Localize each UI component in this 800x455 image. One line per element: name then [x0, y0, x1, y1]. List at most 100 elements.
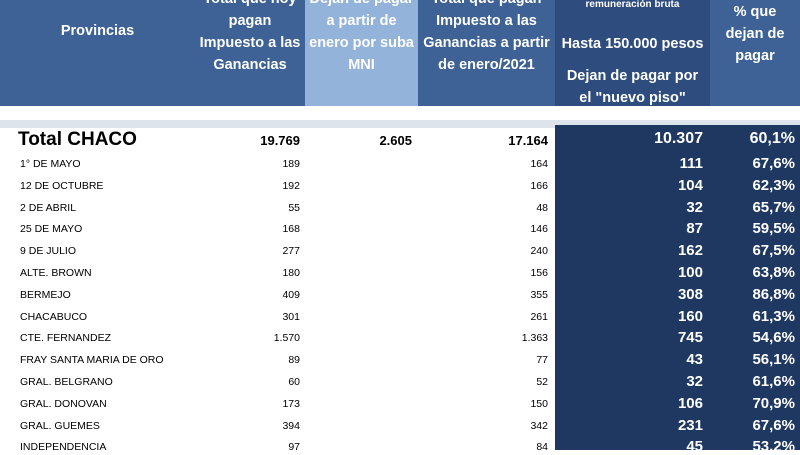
value: 150 — [530, 397, 548, 410]
header-text: a partir de — [326, 13, 397, 29]
percent: 54,6% — [752, 329, 795, 347]
value: 100 — [677, 264, 703, 281]
header-text: MNI — [348, 57, 375, 73]
separator-band — [0, 120, 800, 128]
value: 55 — [288, 201, 300, 214]
header-text: enero por suba — [309, 35, 414, 51]
header-text: pagan — [228, 13, 272, 29]
value: 173 — [282, 397, 300, 410]
province-name: GRAL. GUEMES — [20, 419, 100, 432]
value: 308 — [677, 285, 703, 303]
header-text: Impuesto a las — [199, 35, 301, 51]
percent: 86,8% — [752, 285, 795, 303]
province-name: 12 DE OCTUBRE — [20, 179, 104, 192]
value: 162 — [677, 242, 703, 260]
value: 192 — [282, 179, 300, 192]
value: 160 — [677, 307, 703, 325]
header-cell — [305, 0, 418, 106]
percent: 67,6% — [752, 416, 795, 434]
total-value: 17.164 — [508, 133, 548, 148]
province-name: 9 DE JULIO — [20, 245, 77, 258]
value: 342 — [530, 419, 548, 432]
percent: 63,8% — [752, 264, 795, 281]
value: 32 — [686, 198, 703, 216]
value: 146 — [530, 223, 548, 236]
value: 409 — [282, 288, 300, 301]
percent: 61,6% — [752, 373, 795, 390]
province-name: CTE. FERNANDEZ — [20, 332, 112, 345]
header-text: Dejan de pagar por — [566, 68, 699, 84]
header-text: Total que pagan — [418, 0, 555, 10]
total-value: 10.307 — [654, 130, 703, 147]
province-name: 1° DE MAYO — [20, 158, 81, 170]
value: 52 — [536, 376, 548, 388]
header-text: Total que hoy — [195, 0, 305, 10]
value: 156 — [530, 267, 548, 279]
header-cell — [0, 0, 195, 106]
percent: 56,1% — [752, 351, 795, 369]
header-text: de enero/2021 — [438, 57, 535, 73]
province-name: FRAY SANTA MARIA DE ORO — [20, 354, 164, 367]
percent: 59,5% — [752, 220, 795, 238]
value: 180 — [282, 267, 300, 279]
value: 1.363 — [521, 332, 548, 345]
value: 32 — [686, 373, 703, 390]
province-name: GRAL. BELGRANO — [20, 376, 113, 388]
percent: 67,5% — [752, 242, 795, 260]
total-value: 19.769 — [260, 133, 300, 148]
header-text: dejan de — [725, 26, 785, 42]
value: 97 — [288, 441, 300, 454]
header-text: el "nuevo piso" — [579, 90, 686, 106]
province-name: INDEPENDENCIA — [20, 441, 107, 454]
value: 106 — [677, 394, 703, 412]
value: 111 — [679, 155, 703, 172]
header-cell — [555, 0, 710, 106]
header-text: remuneración bruta — [585, 0, 680, 10]
total-value: 60,1% — [749, 130, 795, 147]
header-text: % que — [733, 4, 777, 20]
value: 45 — [686, 438, 703, 455]
percent: 70,9% — [752, 394, 795, 412]
header-cell — [195, 0, 305, 106]
percent: 62,3% — [752, 176, 795, 194]
total-label: Total CHACO — [18, 129, 137, 150]
value: 166 — [530, 179, 548, 192]
value: 164 — [530, 158, 548, 170]
percent: 61,3% — [752, 307, 795, 325]
province-name: BERMEJO — [20, 288, 71, 301]
province-name: CHACABUCO — [20, 310, 88, 323]
value: 48 — [536, 201, 548, 214]
total-value: 2.605 — [379, 133, 412, 148]
value: 89 — [288, 354, 300, 367]
header-text: Impuesto a las — [436, 13, 537, 29]
value: 277 — [282, 245, 300, 258]
value: 240 — [530, 245, 548, 258]
value: 231 — [677, 416, 703, 434]
value: 43 — [686, 351, 703, 369]
value: 745 — [677, 329, 703, 347]
header-cell — [710, 0, 800, 106]
header-cell — [418, 0, 555, 106]
value: 87 — [686, 220, 703, 238]
province-name: GRAL. DONOVAN — [20, 397, 107, 410]
dark-panel — [555, 125, 800, 450]
value: 355 — [530, 288, 548, 301]
header-text: Provincias — [60, 23, 135, 39]
province-name: ALTE. BROWN — [20, 267, 92, 279]
percent: 53,2% — [752, 438, 795, 455]
value: 301 — [282, 310, 300, 323]
value: 60 — [288, 376, 300, 388]
value: 104 — [677, 176, 703, 194]
province-name: 2 DE ABRIL — [20, 201, 77, 214]
percent: 65,7% — [752, 198, 795, 216]
value: 168 — [282, 223, 300, 236]
value: 84 — [536, 441, 548, 454]
header-text: Ganancias — [213, 57, 287, 73]
value: 1.570 — [273, 332, 300, 345]
value: 77 — [536, 354, 548, 367]
percent: 67,6% — [752, 155, 795, 172]
header-text: Ganancias a partir — [423, 35, 550, 51]
header-text: pagar — [735, 48, 775, 64]
value: 261 — [530, 310, 548, 323]
